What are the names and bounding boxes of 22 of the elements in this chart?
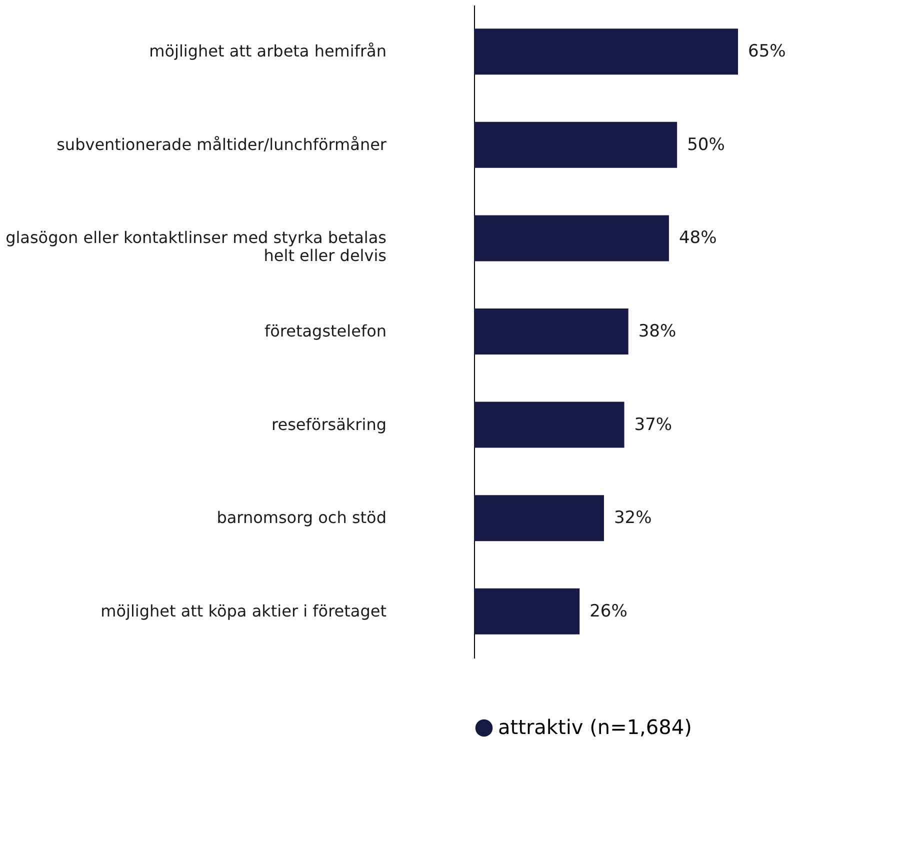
y-tick-label: barnomsorg och stöd [216, 508, 386, 528]
bar [474, 122, 678, 168]
legend-label: attraktiv (n=1,684) [498, 715, 692, 739]
bar [474, 495, 604, 542]
bar [474, 308, 628, 354]
y-tick-label: glasögon eller kontaktlinser med styrka betalas helt eller delvis [6, 228, 386, 266]
bar [474, 28, 738, 75]
y-tick-label: möjlighet att arbeta hemifrån [149, 42, 386, 61]
data-label: 50% [687, 134, 725, 155]
y-tick-label: företagstelefon [264, 322, 386, 340]
bar [474, 215, 669, 262]
y-tick-label: subventionerade måltider/lunchförmåner [56, 134, 387, 154]
bar [474, 588, 580, 634]
bar [474, 402, 624, 448]
data-label: 65% [748, 42, 786, 62]
data-label: 32% [614, 508, 652, 528]
data-label: 48% [678, 228, 717, 248]
data-label: 37% [634, 414, 672, 435]
data-label: 38% [638, 322, 676, 342]
data-label: 26% [590, 601, 628, 622]
y-tick-label: reseförsäkring [272, 414, 386, 434]
y-tick-label: möjlighet att köpa aktier i företaget [100, 601, 386, 620]
